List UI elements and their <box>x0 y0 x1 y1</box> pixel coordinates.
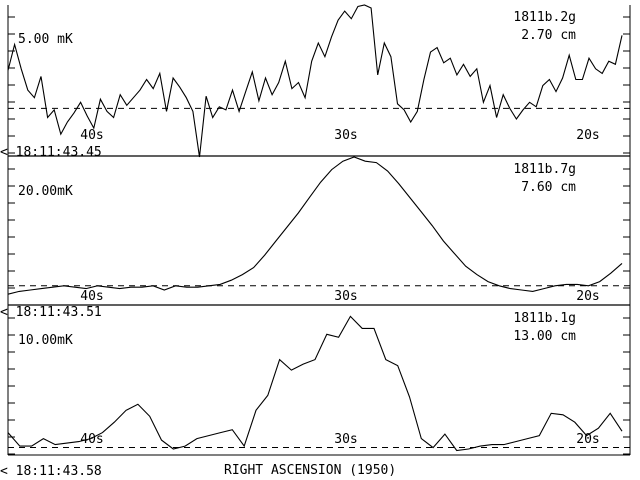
panel-2: 20.00mK 1811b.7g 7.60 cm 40s 30s 20s < 18:11:4… <box>0 155 630 320</box>
panel-1: 5.00 mK 1811b.2g 2.70 cm 40s 30s 20s < 18:11:4… <box>0 4 630 160</box>
scale-label: 20.00mK <box>18 184 73 199</box>
x-tick-label: 40s <box>80 128 103 143</box>
scale-label: 10.00mK <box>18 333 73 348</box>
panel-3: 10.00mK 1811b.1g 13.00 cm 40s 30s 20s < 18:11:… <box>0 304 630 479</box>
series-line <box>7 156 623 295</box>
x-axis-label: RIGHT ASCENSION (1950) <box>224 463 396 478</box>
series-line <box>7 315 623 452</box>
wavelength-label: 13.00 cm <box>513 329 576 344</box>
wavelength-label: 2.70 cm <box>521 28 576 43</box>
time-label: < 18:11:43.51 <box>0 305 102 320</box>
x-tick-label: 30s <box>334 289 357 304</box>
x-tick-label: 40s <box>80 289 103 304</box>
series-line <box>7 4 623 158</box>
x-tick-label: 30s <box>334 432 357 447</box>
x-tick-label: 20s <box>576 289 599 304</box>
x-tick-label: 40s <box>80 432 103 447</box>
time-label: < 18:11:43.45 <box>0 145 102 160</box>
scale-label: 5.00 mK <box>18 32 73 47</box>
wavelength-label: 7.60 cm <box>521 180 576 195</box>
time-label: < 18:11:43.58 <box>0 464 102 479</box>
x-tick-label: 20s <box>576 128 599 143</box>
frame <box>7 5 631 456</box>
x-tick-label: 30s <box>334 128 357 143</box>
id-label: 1811b.2g <box>513 10 576 25</box>
id-label: 1811b.1g <box>513 311 576 326</box>
x-tick-label: 20s <box>576 432 599 447</box>
id-label: 1811b.7g <box>513 162 576 177</box>
